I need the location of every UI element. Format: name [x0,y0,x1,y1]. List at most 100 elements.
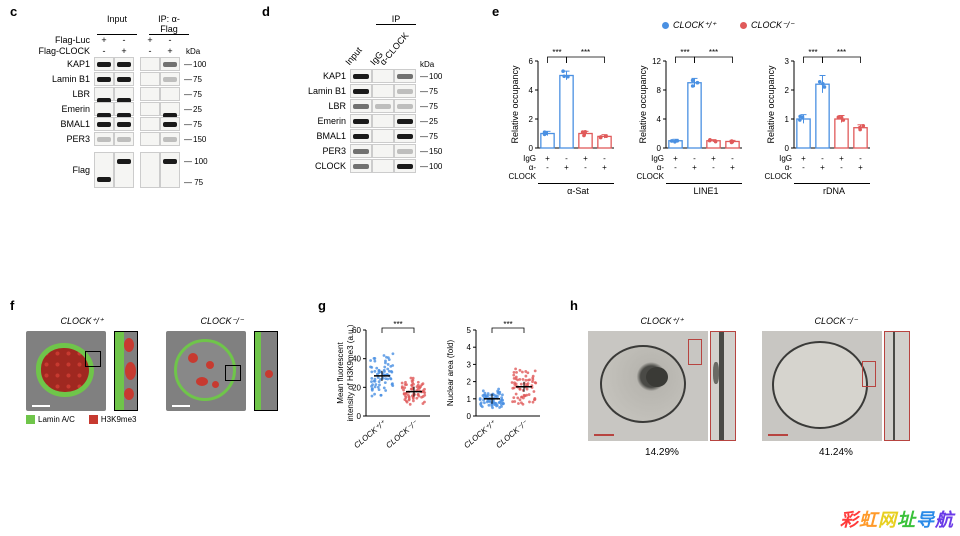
wb-mw: 75 [184,75,202,84]
wb-row-label: CLOCK [276,161,350,171]
wb-cond-flagluc: Flag-Luc +-+- [24,35,208,45]
svg-text:0: 0 [529,144,534,153]
bar-chart: Relative occupancy 0123*** *** IgG+-+- α… [764,39,874,196]
svg-text:1: 1 [785,115,790,124]
svg-text:Relative occupancy: Relative occupancy [766,65,776,144]
wb-row-label: BMAL1 [276,131,350,141]
svg-text:60: 60 [352,326,361,335]
svg-text:***: *** [393,320,402,329]
panel-c-label: c [10,4,17,19]
wb-row-label: KAP1 [276,71,350,81]
wb-row-label: LBR [276,101,350,111]
svg-text:0: 0 [657,144,662,153]
svg-text:CLOCK⁻/⁻: CLOCK⁻/⁻ [494,418,530,450]
wb-cond-value: + [140,35,160,45]
wb-mw: 100 [420,72,442,81]
panel-g: Mean fluorescent intensity of H3K9me3 (a… [334,316,544,456]
svg-text:intensity of H3K9me3 (a.u.): intensity of H3K9me3 (a.u.) [346,324,355,421]
wb-cond-value: - [140,46,160,56]
wb-cond-value: - [160,35,180,45]
svg-text:2: 2 [529,115,534,124]
tem-percentage: 14.29% [588,447,736,458]
legend-item: CLOCK⁻/⁻ [740,20,794,31]
tem-unit: CLOCK⁻/⁻ 41.24% [762,316,910,458]
chart-title: LINE1 [666,186,746,196]
tem-title: CLOCK⁻/⁻ [762,316,910,327]
panel-d-label: d [262,4,270,19]
scatter-chart: Nuclear area (fold) 012345CLOCK⁺/⁺CLOCK⁻… [444,316,544,456]
recon-title-wt: CLOCK⁺/⁺ [26,316,138,327]
recon-zoom-wt [114,331,138,411]
tem-image [762,331,882,441]
kda-label: kDa [420,60,434,69]
svg-text:4: 4 [467,343,472,352]
wb-cond-flagclock: Flag-CLOCK -+-+ kDa [24,46,208,56]
svg-text:4: 4 [529,86,534,95]
svg-text:***: *** [808,48,817,57]
panel-f-legend: Lamin A/CH3K9me3 [26,415,278,424]
panel-f-label: f [10,298,14,313]
svg-text:Mean fluorescent: Mean fluorescent [336,342,345,404]
svg-text:5: 5 [467,326,472,335]
tem-zoom [884,331,910,441]
wb-header-input: Input [97,14,137,35]
recon-title-ko: CLOCK⁻/⁻ [166,316,278,327]
wb-row-label: BMAL1 [24,119,94,129]
svg-text:***: *** [503,320,512,329]
svg-text:CLOCK⁺/⁺: CLOCK⁺/⁺ [352,418,388,450]
svg-text:Nuclear area (fold): Nuclear area (fold) [446,340,455,407]
recon-image-ko [166,331,246,411]
svg-text:1: 1 [467,395,472,404]
scale-bar [32,405,50,407]
wb-mw: — 100 [184,157,208,166]
wb-cond-value: + [94,35,114,45]
chart-title: α-Sat [538,186,618,196]
panel-d: IP InputIgGα-CLOCK kDa KAP1 100 Lamin B1… [276,14,442,174]
chart-title: rDNA [794,186,874,196]
svg-text:20: 20 [352,383,361,392]
wb-row-label-flag: Flag [24,165,94,175]
watermark: 彩虹网址导航 [840,506,954,532]
wb-mw: 150 [420,147,442,156]
wb-mw: 25 [184,105,202,114]
svg-text:40: 40 [352,355,361,364]
panel-f: CLOCK⁺/⁺ CLOCK⁻/⁻ [26,316,278,424]
panel-c: Input IP: α-Flag Flag-Luc +-+- Flag-CLOC… [24,14,208,189]
tem-zoom [710,331,736,441]
wb-mw: 75 [420,87,438,96]
panel-h-label: h [570,298,578,313]
tem-title: CLOCK⁺/⁺ [588,316,736,327]
panel-g-label: g [318,298,326,313]
wb-row-label: Lamin B1 [276,86,350,96]
cond-label: Flag-Luc [24,35,94,45]
recon-zoom-ko [254,331,278,411]
panel-e-label: e [492,4,499,19]
svg-text:0: 0 [357,412,362,421]
wb-mw: 75 [420,102,438,111]
wb-header-ip: IP: α-Flag [149,14,189,35]
svg-text:0: 0 [785,144,790,153]
wb-mw: 75 [184,90,202,99]
svg-text:CLOCK⁻/⁻: CLOCK⁻/⁻ [384,418,420,450]
legend-item: CLOCK⁺/⁺ [662,20,716,31]
svg-text:Relative occupancy: Relative occupancy [638,65,648,144]
tem-unit: CLOCK⁺/⁺ 14.29% [588,316,736,458]
wb-cond-value: + [160,46,180,56]
svg-text:12: 12 [652,57,661,66]
wb-row-label: Lamin B1 [24,74,94,84]
svg-text:***: *** [581,48,590,57]
scale-bar [172,405,190,407]
scale-bar [768,434,788,436]
kda-label: kDa [186,47,200,56]
svg-text:2: 2 [785,86,790,95]
svg-text:2: 2 [467,378,472,387]
wb-mw: — 75 [184,178,208,187]
cond-label: Flag-CLOCK [24,46,94,56]
legend-item: H3K9me3 [89,415,137,424]
scatter-chart: Mean fluorescent intensity of H3K9me3 (a… [334,316,434,456]
recon-image-wt [26,331,106,411]
wb-row-label: PER3 [24,134,94,144]
wb-row-label: PER3 [276,146,350,156]
wb-row-label: KAP1 [24,59,94,69]
ip-header: IP [376,14,416,25]
